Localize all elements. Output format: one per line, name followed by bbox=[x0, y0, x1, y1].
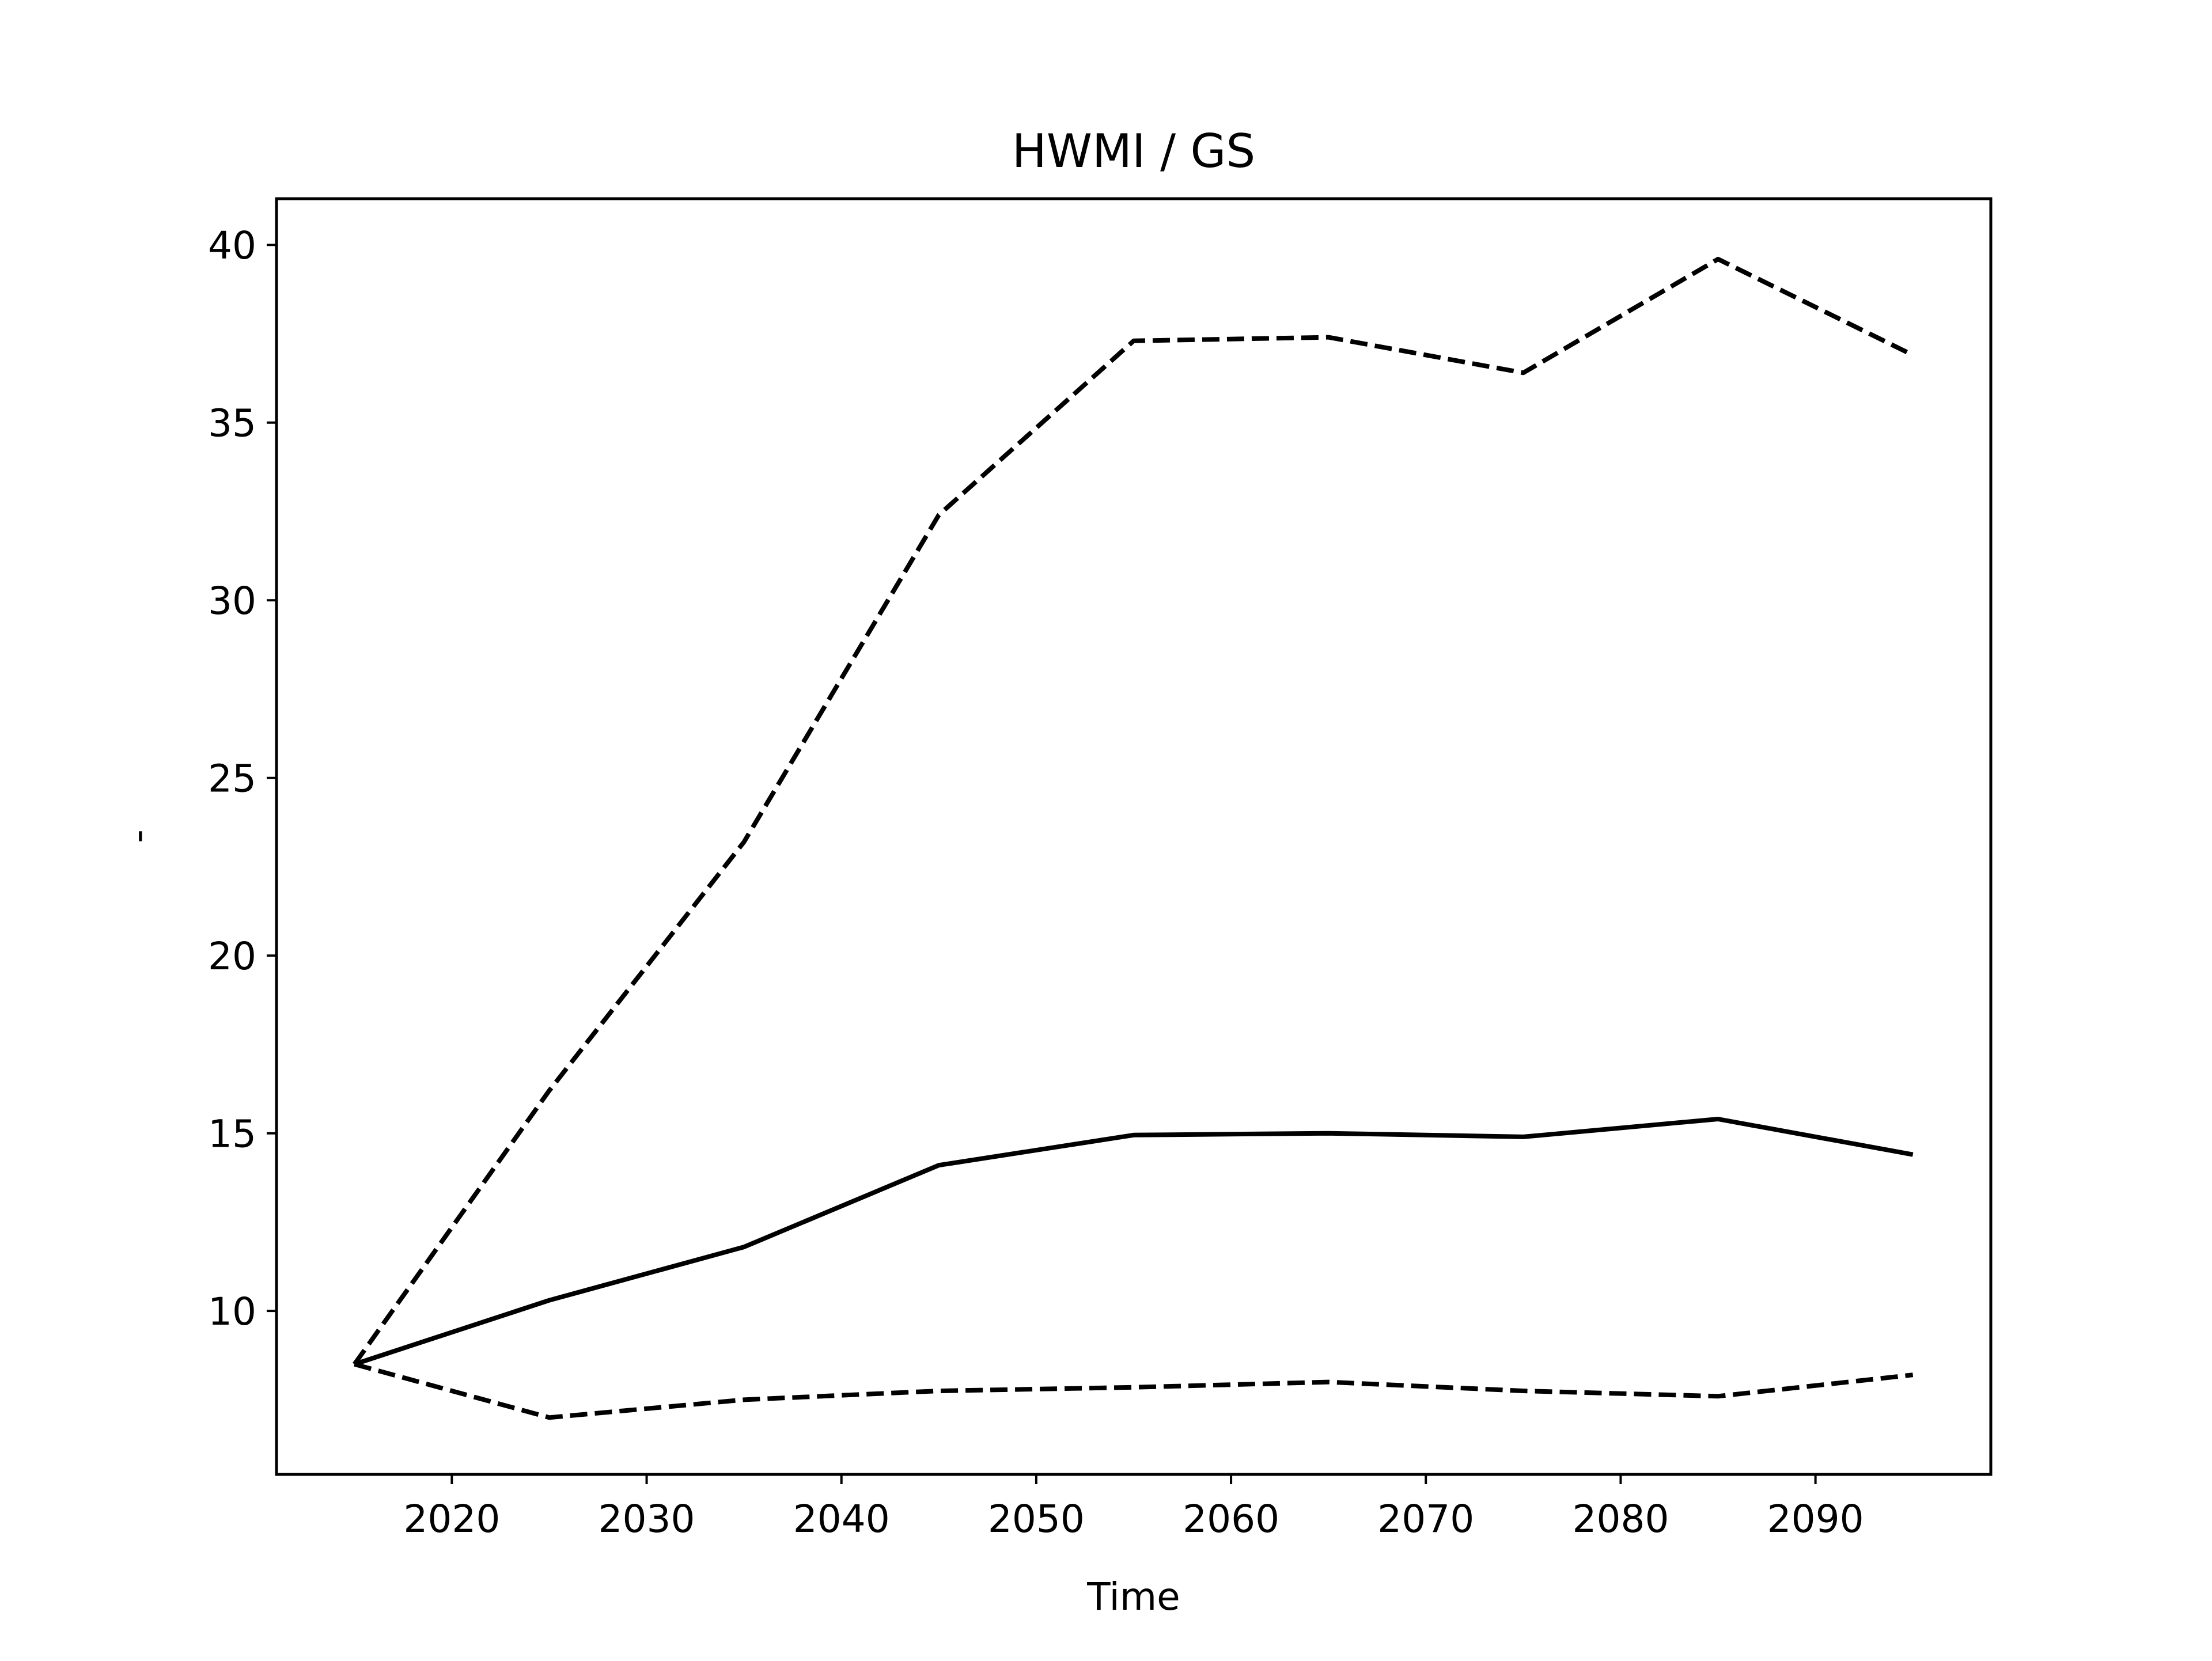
y-tick-label-30: 30 bbox=[208, 579, 256, 623]
y-tick-label-25: 25 bbox=[208, 757, 256, 801]
y-tick-label-35: 35 bbox=[208, 401, 256, 446]
x-tick-label-2050: 2050 bbox=[988, 1497, 1085, 1541]
x-tick-label-2060: 2060 bbox=[1183, 1497, 1279, 1541]
x-tick-label-2030: 2030 bbox=[599, 1497, 695, 1541]
y-axis-title: - bbox=[116, 829, 160, 843]
y-tick-label-10: 10 bbox=[208, 1290, 256, 1334]
x-tick-label-2090: 2090 bbox=[1767, 1497, 1864, 1541]
y-tick-label-40: 40 bbox=[208, 223, 256, 268]
y-tick-label-15: 15 bbox=[208, 1112, 256, 1156]
x-tick-label-2040: 2040 bbox=[793, 1497, 890, 1541]
x-tick-label-2070: 2070 bbox=[1377, 1497, 1474, 1541]
chart-title: HWMI / GS bbox=[1012, 124, 1255, 178]
x-tick-label-2020: 2020 bbox=[403, 1497, 500, 1541]
x-axis-title: Time bbox=[1086, 1575, 1180, 1619]
x-tick-label-2080: 2080 bbox=[1572, 1497, 1669, 1541]
y-tick-label-20: 20 bbox=[208, 934, 256, 979]
